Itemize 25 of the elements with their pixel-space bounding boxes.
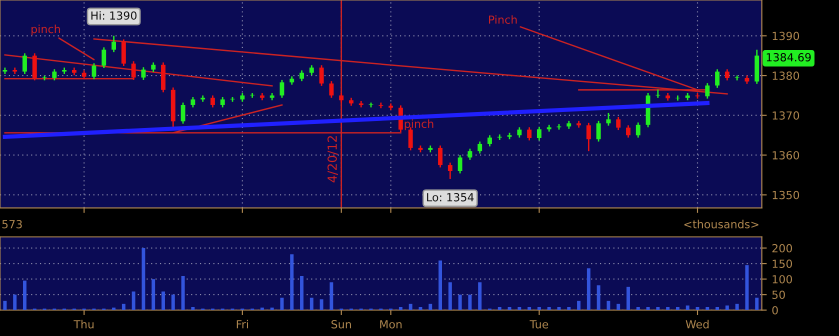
- y-tick-label: 1360: [772, 151, 800, 160]
- annotation: Hi: 1390: [91, 11, 137, 20]
- text: 1384.69: [766, 53, 811, 62]
- x-tick-label: Tue: [530, 320, 548, 328]
- x-tick-label: Fri: [236, 320, 248, 328]
- text: 573: [2, 220, 22, 228]
- text: <thousands>: [684, 220, 758, 228]
- y-tick-label: 1370: [772, 111, 800, 120]
- y-tick-label: 100: [772, 275, 792, 284]
- y-tick-label: 1350: [772, 190, 800, 200]
- y-tick-label: 50: [772, 290, 785, 299]
- y-tick-label: 200: [772, 244, 792, 252]
- y-tick-label: 1390: [772, 32, 800, 40]
- x-tick-label: Mon: [380, 320, 402, 328]
- annotation: pinch: [404, 119, 434, 130]
- ref-line-label: 4/20/12: [327, 136, 338, 182]
- x-tick-label: Sun: [331, 320, 351, 328]
- x-tick-label: Wed: [686, 320, 709, 328]
- y-tick-label: 150: [772, 260, 792, 268]
- y-tick-label: 0: [772, 306, 778, 315]
- annotation: Lo: 1354: [427, 193, 474, 202]
- x-tick-label: Thu: [74, 320, 94, 328]
- annotation: Pinch: [489, 15, 517, 24]
- annotation: pinch: [32, 24, 60, 36]
- y-tick-label: 1380: [772, 72, 800, 80]
